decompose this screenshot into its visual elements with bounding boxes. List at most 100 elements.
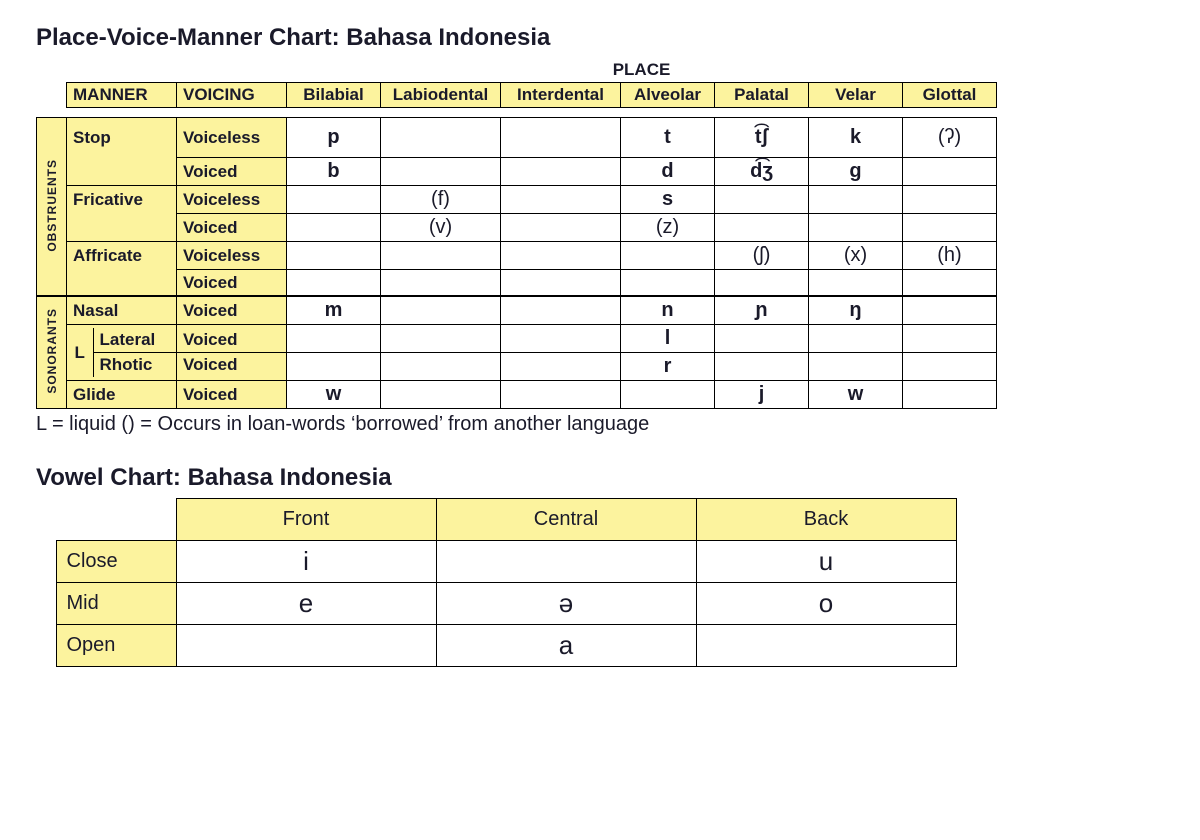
cell [621,270,715,296]
cell: w [287,381,381,409]
header-place-4: Palatal [715,83,809,108]
cell [715,186,809,214]
cell: (v) [381,214,501,242]
cell: w [809,381,903,409]
cell: d [621,158,715,186]
cell [715,353,808,358]
cell: b [287,158,381,186]
cell [501,214,621,242]
cell [381,118,501,158]
cell [809,270,903,296]
voicing-2: Voiceless [177,186,287,214]
cell [501,118,621,158]
manner-glide: Glide [67,381,177,409]
vowel-col-2: Back [696,499,956,541]
vowel-cell: ə [436,583,696,625]
vowel-cell: e [176,583,436,625]
header-place-5: Velar [809,83,903,108]
manner-nasal: Nasal [67,297,177,325]
cell [287,353,380,358]
cell [903,270,997,296]
header-place-0: Bilabial [287,83,381,108]
cell: t͡ʃ [715,118,809,158]
cell [501,186,621,214]
cell: s [621,186,715,214]
cell [287,242,381,270]
cell [809,186,903,214]
manner-lateral: Lateral [93,328,176,353]
vowel-col-0: Front [176,499,436,541]
cell [621,381,715,409]
cell: (z) [621,214,715,242]
cell [809,353,902,358]
cell [715,270,809,296]
cell [381,242,501,270]
consonant-footnote: L = liquid () = Occurs in loan-words ‘bo… [36,413,1164,436]
vowel-cell: a [436,625,696,667]
vowel-cell: i [176,541,436,583]
cell: m [287,297,381,325]
cell: ɲ [715,297,809,325]
cell [903,214,997,242]
header-manner: MANNER [67,83,177,108]
voicing-0: Voiceless [177,118,287,158]
cell: (h) [903,242,997,270]
cell: t [621,118,715,158]
header-voicing: VOICING [177,83,287,108]
manner-affricate: Affricate [67,242,177,270]
cell [501,270,621,296]
manner-stop: Stop [67,118,177,158]
cell [621,242,715,270]
cell [903,353,996,358]
cell [809,214,903,242]
cell: (ʃ) [715,242,809,270]
cell [501,158,621,186]
cell: n [621,297,715,325]
cell [903,297,997,325]
liquid-label: L [67,328,93,377]
consonant-chart-title: Place-Voice-Manner Chart: Bahasa Indones… [36,24,1164,52]
cell: d͡ʒ [715,158,809,186]
voicing-4: Voiceless [177,242,287,270]
cell [381,297,501,325]
cell [287,270,381,296]
cell [501,353,620,358]
consonant-chart: PLACE MANNER VOICING Bilabial Labiodenta… [36,58,997,409]
cell [381,158,501,186]
voicing-5: Voiced [177,270,287,296]
cell [287,186,381,214]
vowel-chart: Front Central Back Close i u Mid e ə o O… [36,498,957,667]
header-place-1: Labiodental [381,83,501,108]
cell: (x) [809,242,903,270]
cell [501,242,621,270]
cell [287,214,381,242]
cell: (ʔ) [903,118,997,158]
cell [715,214,809,242]
cell: g [809,158,903,186]
vowel-row-1: Mid [56,583,176,625]
side-sonorants: SONORANTS [37,297,67,409]
cell [501,381,621,409]
cell: k [809,118,903,158]
vowel-row-2: Open [56,625,176,667]
cell [903,186,997,214]
vowel-cell [696,625,956,667]
header-place-3: Alveolar [621,83,715,108]
voicing-1: Voiced [177,158,287,186]
vowel-cell [436,541,696,583]
place-super-header: PLACE [287,58,997,83]
vowel-cell: o [696,583,956,625]
header-place-2: Interdental [501,83,621,108]
vowel-cell [176,625,436,667]
header-place-6: Glottal [903,83,997,108]
vowel-row-0: Close [56,541,176,583]
cell: ŋ [809,297,903,325]
cell [903,158,997,186]
vowel-chart-title: Vowel Chart: Bahasa Indonesia [36,464,1164,492]
voicing-6: Voiced [177,297,287,325]
cell: l [621,325,714,353]
manner-rhotic: Rhotic [93,353,176,378]
cell [381,270,501,296]
cell [903,381,997,409]
cell [381,353,500,358]
